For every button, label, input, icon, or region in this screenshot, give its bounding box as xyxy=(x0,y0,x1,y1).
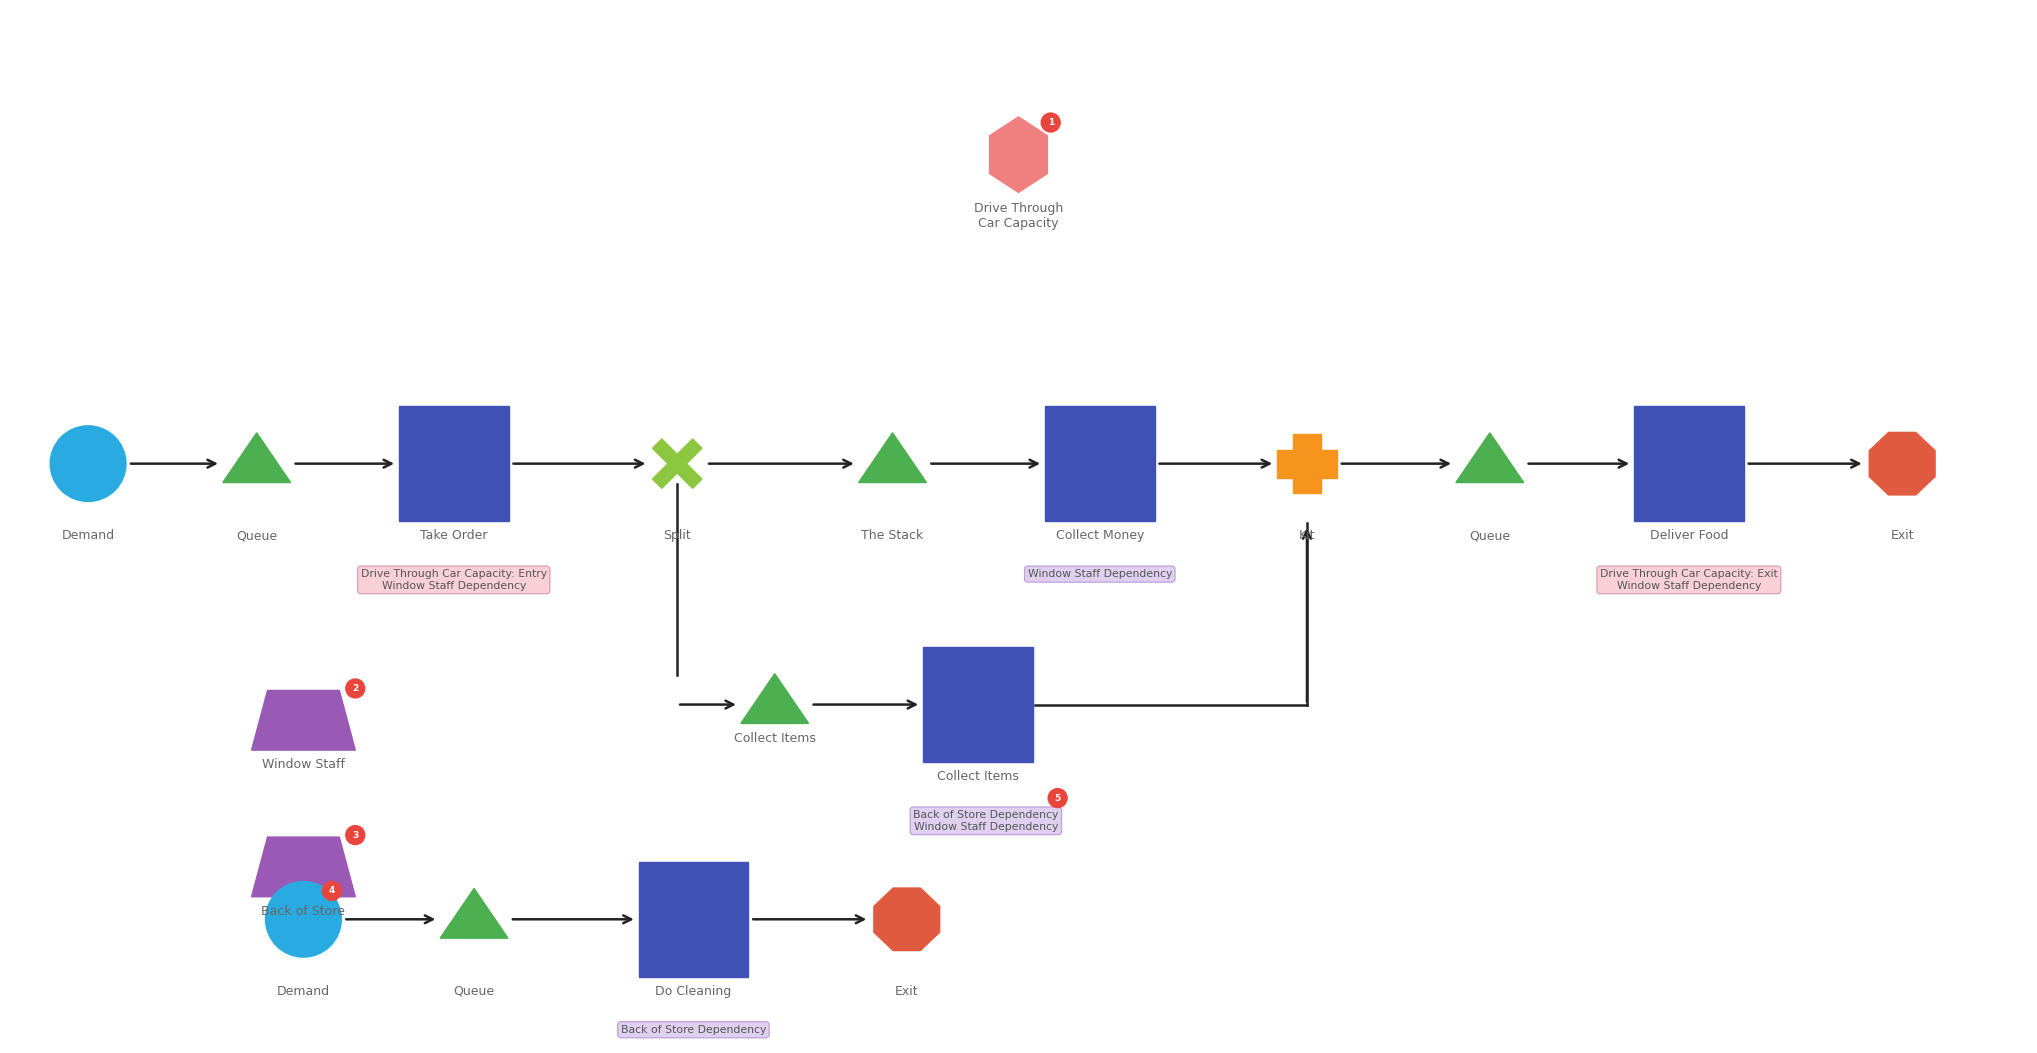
Bar xyxy=(640,861,748,977)
Text: 1: 1 xyxy=(1047,118,1053,127)
Text: Queue: Queue xyxy=(236,530,277,542)
Polygon shape xyxy=(222,433,291,482)
Text: Collect Money: Collect Money xyxy=(1055,530,1145,542)
Text: 4: 4 xyxy=(328,887,334,895)
Text: Exit: Exit xyxy=(1890,530,1915,542)
Polygon shape xyxy=(874,888,939,951)
Polygon shape xyxy=(1456,433,1524,482)
Polygon shape xyxy=(440,889,507,938)
Text: 2: 2 xyxy=(352,684,359,693)
Polygon shape xyxy=(652,439,703,489)
Polygon shape xyxy=(652,439,703,489)
Text: Take Order: Take Order xyxy=(420,530,487,542)
Text: Deliver Food: Deliver Food xyxy=(1650,530,1727,542)
Polygon shape xyxy=(990,117,1047,193)
Text: Kit: Kit xyxy=(1300,530,1316,542)
Text: Drive Through
Car Capacity: Drive Through Car Capacity xyxy=(974,202,1063,231)
Text: Exit: Exit xyxy=(894,985,919,998)
Bar xyxy=(1634,406,1744,521)
Text: Drive Through Car Capacity: Exit
Window Staff Dependency: Drive Through Car Capacity: Exit Window … xyxy=(1599,569,1778,591)
Bar xyxy=(923,647,1033,762)
Circle shape xyxy=(346,679,365,698)
Text: Window Staff Dependency: Window Staff Dependency xyxy=(1027,569,1171,579)
Polygon shape xyxy=(860,433,927,482)
Circle shape xyxy=(265,881,342,957)
Text: Collect Items: Collect Items xyxy=(733,733,815,746)
Circle shape xyxy=(346,826,365,845)
Circle shape xyxy=(322,881,342,900)
Text: 5: 5 xyxy=(1055,794,1061,802)
Circle shape xyxy=(1049,789,1067,808)
Text: Queue: Queue xyxy=(454,985,495,998)
Bar xyxy=(1293,434,1320,494)
Bar xyxy=(1277,450,1336,478)
Text: Window Staff: Window Staff xyxy=(263,758,344,771)
Text: Drive Through Car Capacity: Entry
Window Staff Dependency: Drive Through Car Capacity: Entry Window… xyxy=(361,569,546,591)
Bar xyxy=(1045,406,1155,521)
Circle shape xyxy=(51,425,126,501)
Text: Do Cleaning: Do Cleaning xyxy=(656,985,731,998)
Text: Back of Store Dependency
Window Staff Dependency: Back of Store Dependency Window Staff De… xyxy=(913,810,1059,832)
Polygon shape xyxy=(741,674,809,723)
Polygon shape xyxy=(1870,433,1935,495)
Text: Back of Store: Back of Store xyxy=(261,905,346,918)
Text: Queue: Queue xyxy=(1469,530,1509,542)
Text: Split: Split xyxy=(664,530,691,542)
Text: Demand: Demand xyxy=(277,985,330,998)
Polygon shape xyxy=(253,837,354,897)
Bar xyxy=(399,406,509,521)
Text: Demand: Demand xyxy=(61,530,114,542)
Text: The Stack: The Stack xyxy=(862,530,923,542)
Polygon shape xyxy=(253,691,354,750)
Text: Back of Store Dependency: Back of Store Dependency xyxy=(621,1025,766,1035)
Circle shape xyxy=(1041,113,1059,132)
Text: Collect Items: Collect Items xyxy=(937,770,1018,783)
Text: 3: 3 xyxy=(352,831,359,839)
